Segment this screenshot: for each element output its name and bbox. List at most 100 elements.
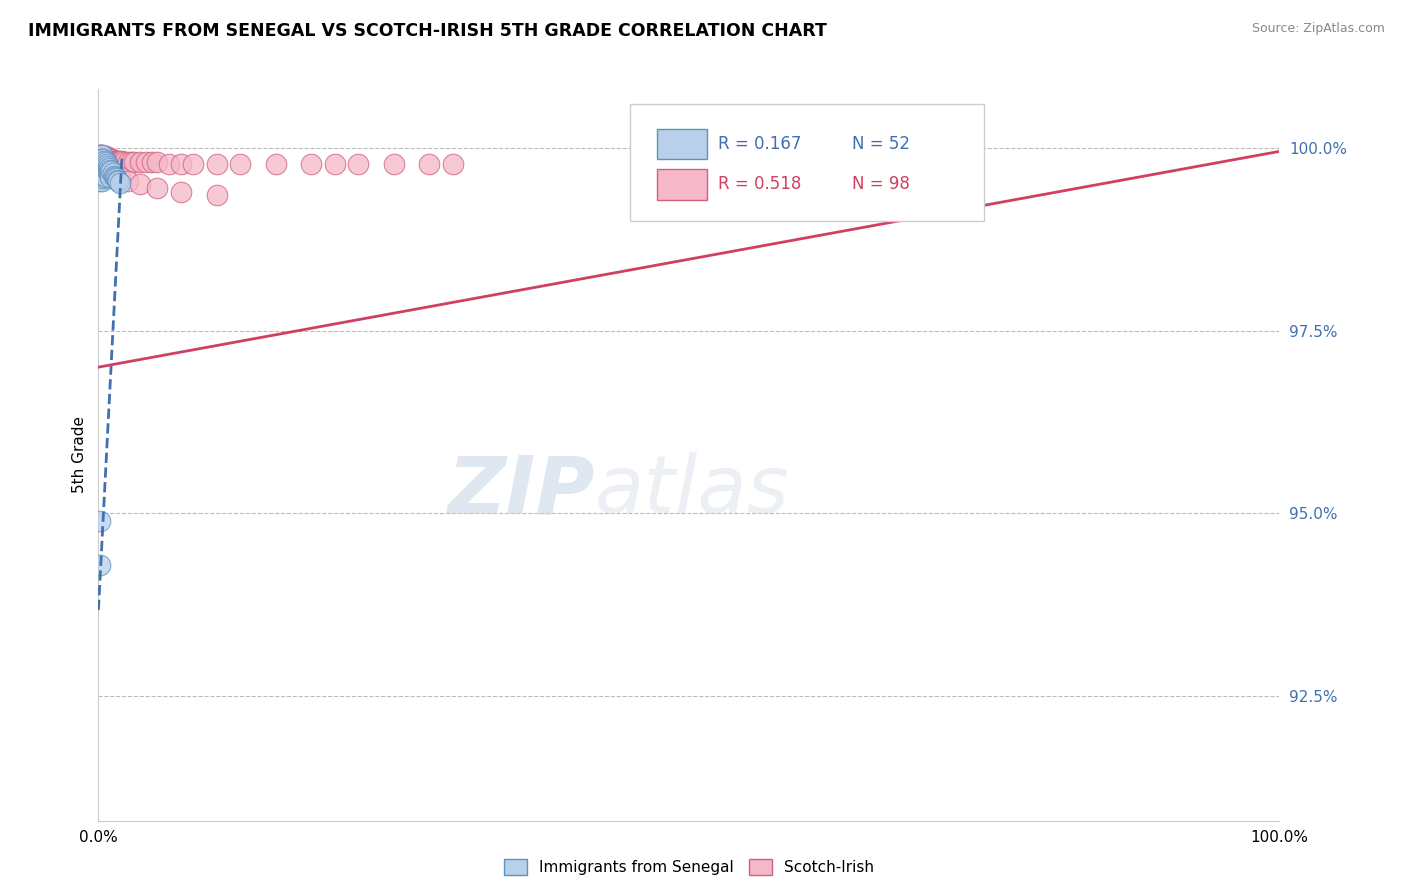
Point	[91, 164, 114, 178]
Point	[170, 185, 193, 199]
Point	[94, 166, 117, 180]
Point	[91, 162, 114, 177]
Point	[93, 151, 115, 165]
Point	[89, 149, 111, 163]
Point	[93, 155, 115, 169]
Point	[90, 158, 112, 172]
Point	[146, 181, 169, 195]
Point	[103, 169, 125, 183]
Point	[90, 160, 112, 174]
Point	[91, 169, 114, 183]
Point	[91, 152, 114, 166]
Point	[89, 159, 111, 173]
Point	[90, 166, 112, 180]
Point	[112, 155, 135, 169]
Point	[91, 153, 114, 167]
Point	[94, 153, 117, 168]
Point	[93, 153, 115, 168]
Point	[89, 153, 111, 167]
Point	[90, 162, 112, 177]
Point	[98, 166, 121, 180]
Point	[94, 169, 117, 184]
Point	[89, 148, 111, 162]
Point	[103, 153, 125, 168]
Point	[97, 160, 120, 174]
Point	[128, 178, 150, 192]
Point	[93, 159, 115, 173]
Point	[89, 169, 111, 184]
Point	[117, 155, 139, 169]
Legend: Immigrants from Senegal, Scotch-Irish: Immigrants from Senegal, Scotch-Irish	[503, 859, 875, 875]
Point	[90, 153, 112, 167]
Point	[382, 157, 405, 171]
Point	[93, 153, 115, 167]
Point	[93, 164, 115, 178]
Point	[111, 153, 134, 168]
Point	[89, 558, 111, 572]
Point	[146, 155, 169, 169]
Point	[91, 166, 114, 180]
Point	[157, 157, 180, 171]
Point	[98, 153, 121, 167]
FancyBboxPatch shape	[657, 128, 707, 160]
Point	[104, 153, 127, 168]
Text: Source: ZipAtlas.com: Source: ZipAtlas.com	[1251, 22, 1385, 36]
Point	[107, 174, 129, 188]
Point	[97, 161, 120, 176]
Point	[91, 148, 114, 162]
FancyBboxPatch shape	[657, 169, 707, 200]
Point	[91, 151, 114, 165]
Point	[91, 153, 114, 168]
Point	[205, 157, 228, 171]
Point	[104, 169, 127, 184]
Text: R = 0.518: R = 0.518	[718, 176, 801, 194]
Text: atlas: atlas	[595, 452, 789, 531]
Point	[135, 155, 157, 169]
Point	[94, 151, 117, 165]
Point	[98, 169, 121, 184]
Point	[107, 153, 129, 168]
Point	[96, 157, 118, 171]
Point	[98, 162, 121, 177]
FancyBboxPatch shape	[630, 103, 984, 221]
Point	[98, 161, 121, 176]
Point	[323, 157, 346, 171]
Point	[90, 152, 112, 166]
Point	[91, 149, 114, 163]
Point	[90, 149, 112, 163]
Point	[181, 157, 204, 171]
Point	[90, 155, 112, 169]
Point	[101, 166, 124, 180]
Point	[94, 149, 117, 163]
Text: N = 98: N = 98	[852, 176, 910, 194]
Point	[90, 169, 112, 184]
Point	[91, 169, 114, 184]
Text: IMMIGRANTS FROM SENEGAL VS SCOTCH-IRISH 5TH GRADE CORRELATION CHART: IMMIGRANTS FROM SENEGAL VS SCOTCH-IRISH …	[28, 22, 827, 40]
Point	[96, 158, 118, 172]
Point	[117, 174, 139, 188]
Point	[101, 166, 124, 180]
Point	[93, 169, 115, 183]
Point	[90, 148, 112, 162]
Point	[91, 153, 114, 167]
Point	[94, 157, 117, 171]
Point	[90, 153, 112, 168]
Text: R = 0.167: R = 0.167	[718, 135, 801, 153]
Point	[91, 159, 114, 173]
Point	[105, 171, 128, 186]
Point	[91, 174, 114, 188]
Point	[347, 157, 370, 171]
Point	[90, 155, 112, 169]
Point	[101, 153, 124, 168]
Point	[91, 159, 114, 173]
Point	[108, 176, 131, 190]
Point	[105, 153, 128, 168]
Point	[91, 151, 114, 165]
Point	[91, 157, 114, 171]
Point	[89, 161, 111, 176]
Point	[94, 155, 117, 169]
Point	[91, 152, 114, 166]
Point	[91, 153, 114, 167]
Point	[105, 173, 128, 187]
Point	[89, 158, 111, 172]
